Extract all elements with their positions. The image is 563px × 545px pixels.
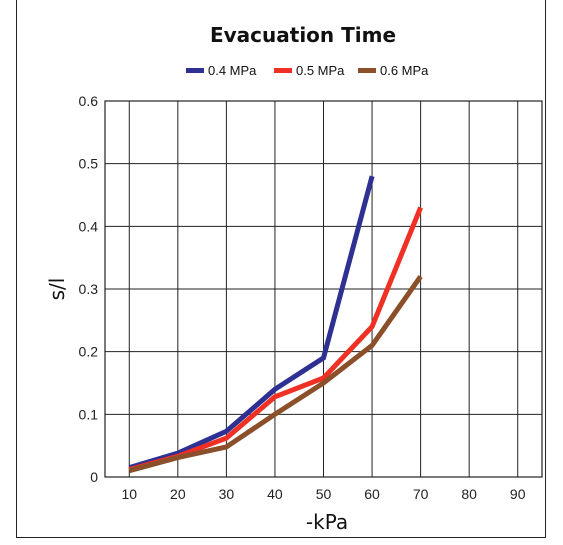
x-tick-label: 30 <box>219 486 235 502</box>
y-tick-label: 0.1 <box>79 406 99 422</box>
x-axis-label: -kPa <box>306 510 348 534</box>
y-tick-label: 0.2 <box>79 344 99 360</box>
series-line-0-4-mpa <box>128 175 375 470</box>
plot-grid <box>104 100 543 478</box>
legend-label: 0.4 MPa <box>208 63 257 78</box>
legend-swatch <box>186 68 204 73</box>
y-tick-label: 0.4 <box>79 218 99 234</box>
series-lines <box>128 175 423 474</box>
x-tick-label: 80 <box>461 486 477 502</box>
y-tick-label: 0 <box>90 469 98 485</box>
legend-swatch <box>358 68 376 73</box>
y-tick-label: 0.5 <box>79 156 99 172</box>
y-axis-ticks: 0 0.1 0.2 0.3 0.4 0.5 0.6 <box>79 93 99 485</box>
legend-label: 0.5 MPa <box>296 63 345 78</box>
chart-frame <box>16 0 546 538</box>
x-axis-ticks: 10 20 30 40 50 60 70 80 90 <box>121 486 525 502</box>
chart-title: Evacuation Time <box>210 23 396 47</box>
x-tick-label: 10 <box>121 486 137 502</box>
legend-swatch <box>274 68 292 73</box>
x-tick-label: 20 <box>170 486 186 502</box>
plot-border <box>104 100 543 478</box>
x-tick-label: 40 <box>267 486 283 502</box>
x-tick-label: 70 <box>413 486 429 502</box>
y-tick-label: 0.6 <box>79 93 99 109</box>
x-tick-label: 50 <box>316 486 332 502</box>
y-axis-label: s/l <box>45 278 69 301</box>
x-tick-label: 90 <box>510 486 526 502</box>
x-tick-label: 60 <box>364 486 380 502</box>
series-line-0-6-mpa <box>128 275 423 474</box>
legend: 0.4 MPa 0.5 MPa 0.6 MPa <box>186 63 429 78</box>
legend-label: 0.6 MPa <box>380 63 429 78</box>
y-tick-label: 0.3 <box>79 281 99 297</box>
